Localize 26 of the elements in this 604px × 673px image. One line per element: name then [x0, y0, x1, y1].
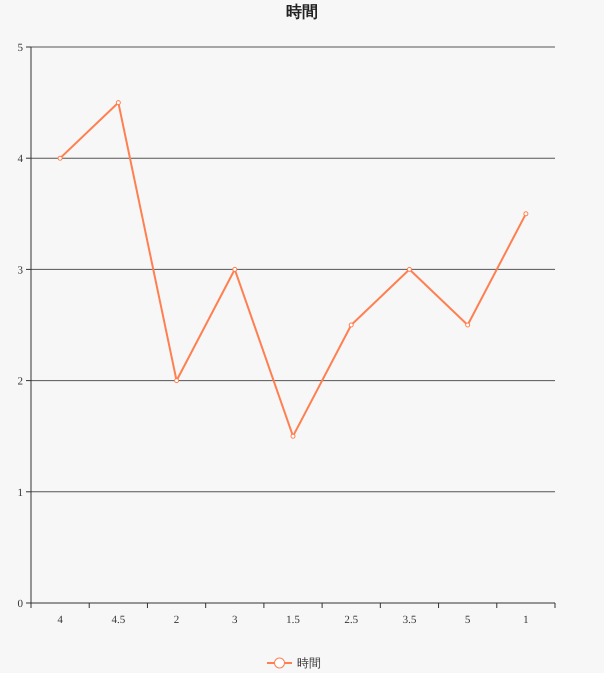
- x-tick-label: 1.5: [286, 614, 300, 626]
- point: [523, 211, 528, 216]
- point: [116, 100, 121, 106]
- y-tick-label: 3: [18, 264, 24, 276]
- legend-label: 時間: [297, 656, 321, 670]
- point: [348, 322, 354, 328]
- x-tick-label: 1: [523, 614, 529, 626]
- x-tick-label: 5: [464, 614, 471, 626]
- y-tick-label: 4: [18, 153, 24, 166]
- point: [290, 434, 296, 439]
- x-tick-label: 4: [57, 614, 64, 626]
- x-tick-label: 3: [232, 614, 238, 626]
- point: [58, 156, 63, 161]
- x-tick-label: 4.5: [111, 614, 126, 626]
- y-tick-label: 2: [18, 376, 23, 388]
- y-tick-label: 5: [18, 42, 24, 54]
- y-tick-label: 1: [18, 486, 23, 499]
- x-tick-label: 2: [174, 614, 180, 626]
- point: [465, 322, 470, 328]
- point: [406, 266, 412, 272]
- x-tick-label: 2.5: [344, 614, 359, 626]
- y-tick-label: 0: [18, 598, 24, 610]
- point: [232, 266, 238, 272]
- point: [174, 378, 180, 384]
- x-tick-label: 3.5: [402, 614, 417, 626]
- chart-title: 時間: [286, 3, 318, 21]
